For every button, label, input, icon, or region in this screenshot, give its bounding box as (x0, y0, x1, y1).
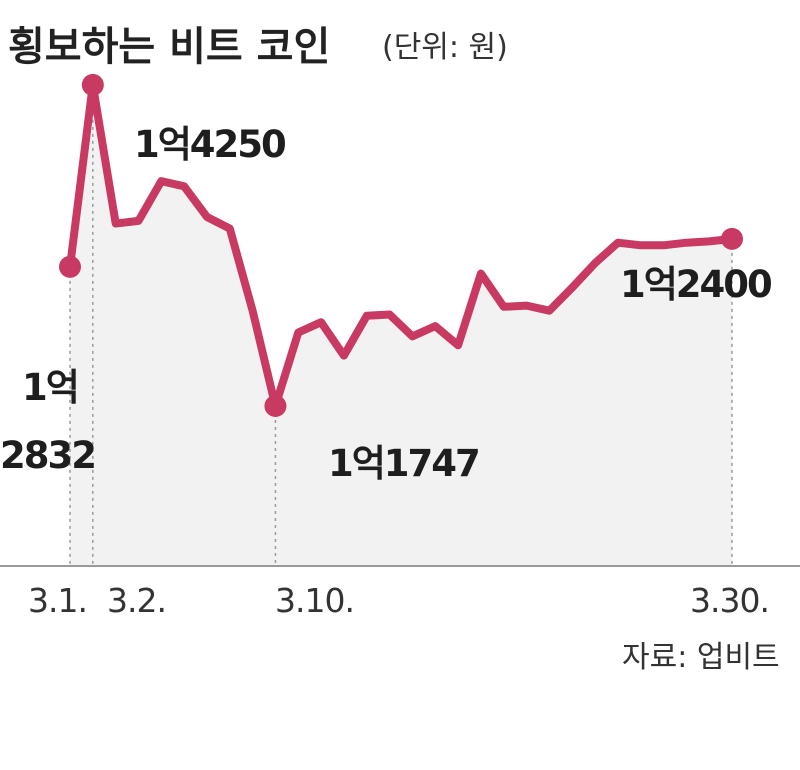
annotation-start-line-2: 2832 (0, 434, 95, 477)
data-point-marker (59, 255, 81, 278)
annotations: 1억 2832 1억4250 1억1747 1억2400 (0, 123, 773, 485)
data-point-marker (81, 73, 104, 96)
annotation-start-line-1: 1억 (22, 366, 78, 409)
x-tick-label: 3.30. (690, 581, 769, 620)
x-tick-label: 3.2. (107, 581, 166, 620)
data-point-marker (721, 227, 743, 250)
x-tick-label: 3.10. (275, 581, 354, 620)
annotation-peak: 1억4250 (134, 123, 285, 166)
series-line (66, 80, 736, 410)
annotation-end: 1억2400 (620, 263, 771, 306)
data-point-marker (264, 395, 287, 418)
chart-title: 횡보하는 비트 코인 (8, 24, 330, 70)
source-note: 자료: 업비트 (622, 640, 780, 675)
annotation-low: 1억1747 (328, 442, 479, 485)
point-markers (59, 73, 743, 418)
guide-lines (69, 84, 733, 566)
unit-note: (단위: 원) (382, 30, 508, 65)
x-axis-ticks: 3.1. 3.2. 3.10. 3.30. (28, 581, 770, 620)
x-tick-label: 3.1. (28, 581, 87, 620)
